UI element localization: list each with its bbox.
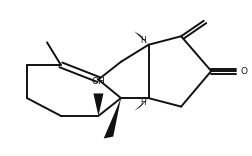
- Polygon shape: [93, 93, 103, 116]
- Text: H: H: [141, 36, 146, 45]
- Text: H: H: [141, 98, 146, 107]
- Text: OH: OH: [91, 77, 105, 86]
- Polygon shape: [134, 98, 149, 111]
- Text: O: O: [240, 67, 247, 76]
- Polygon shape: [104, 98, 121, 139]
- Polygon shape: [134, 31, 149, 45]
